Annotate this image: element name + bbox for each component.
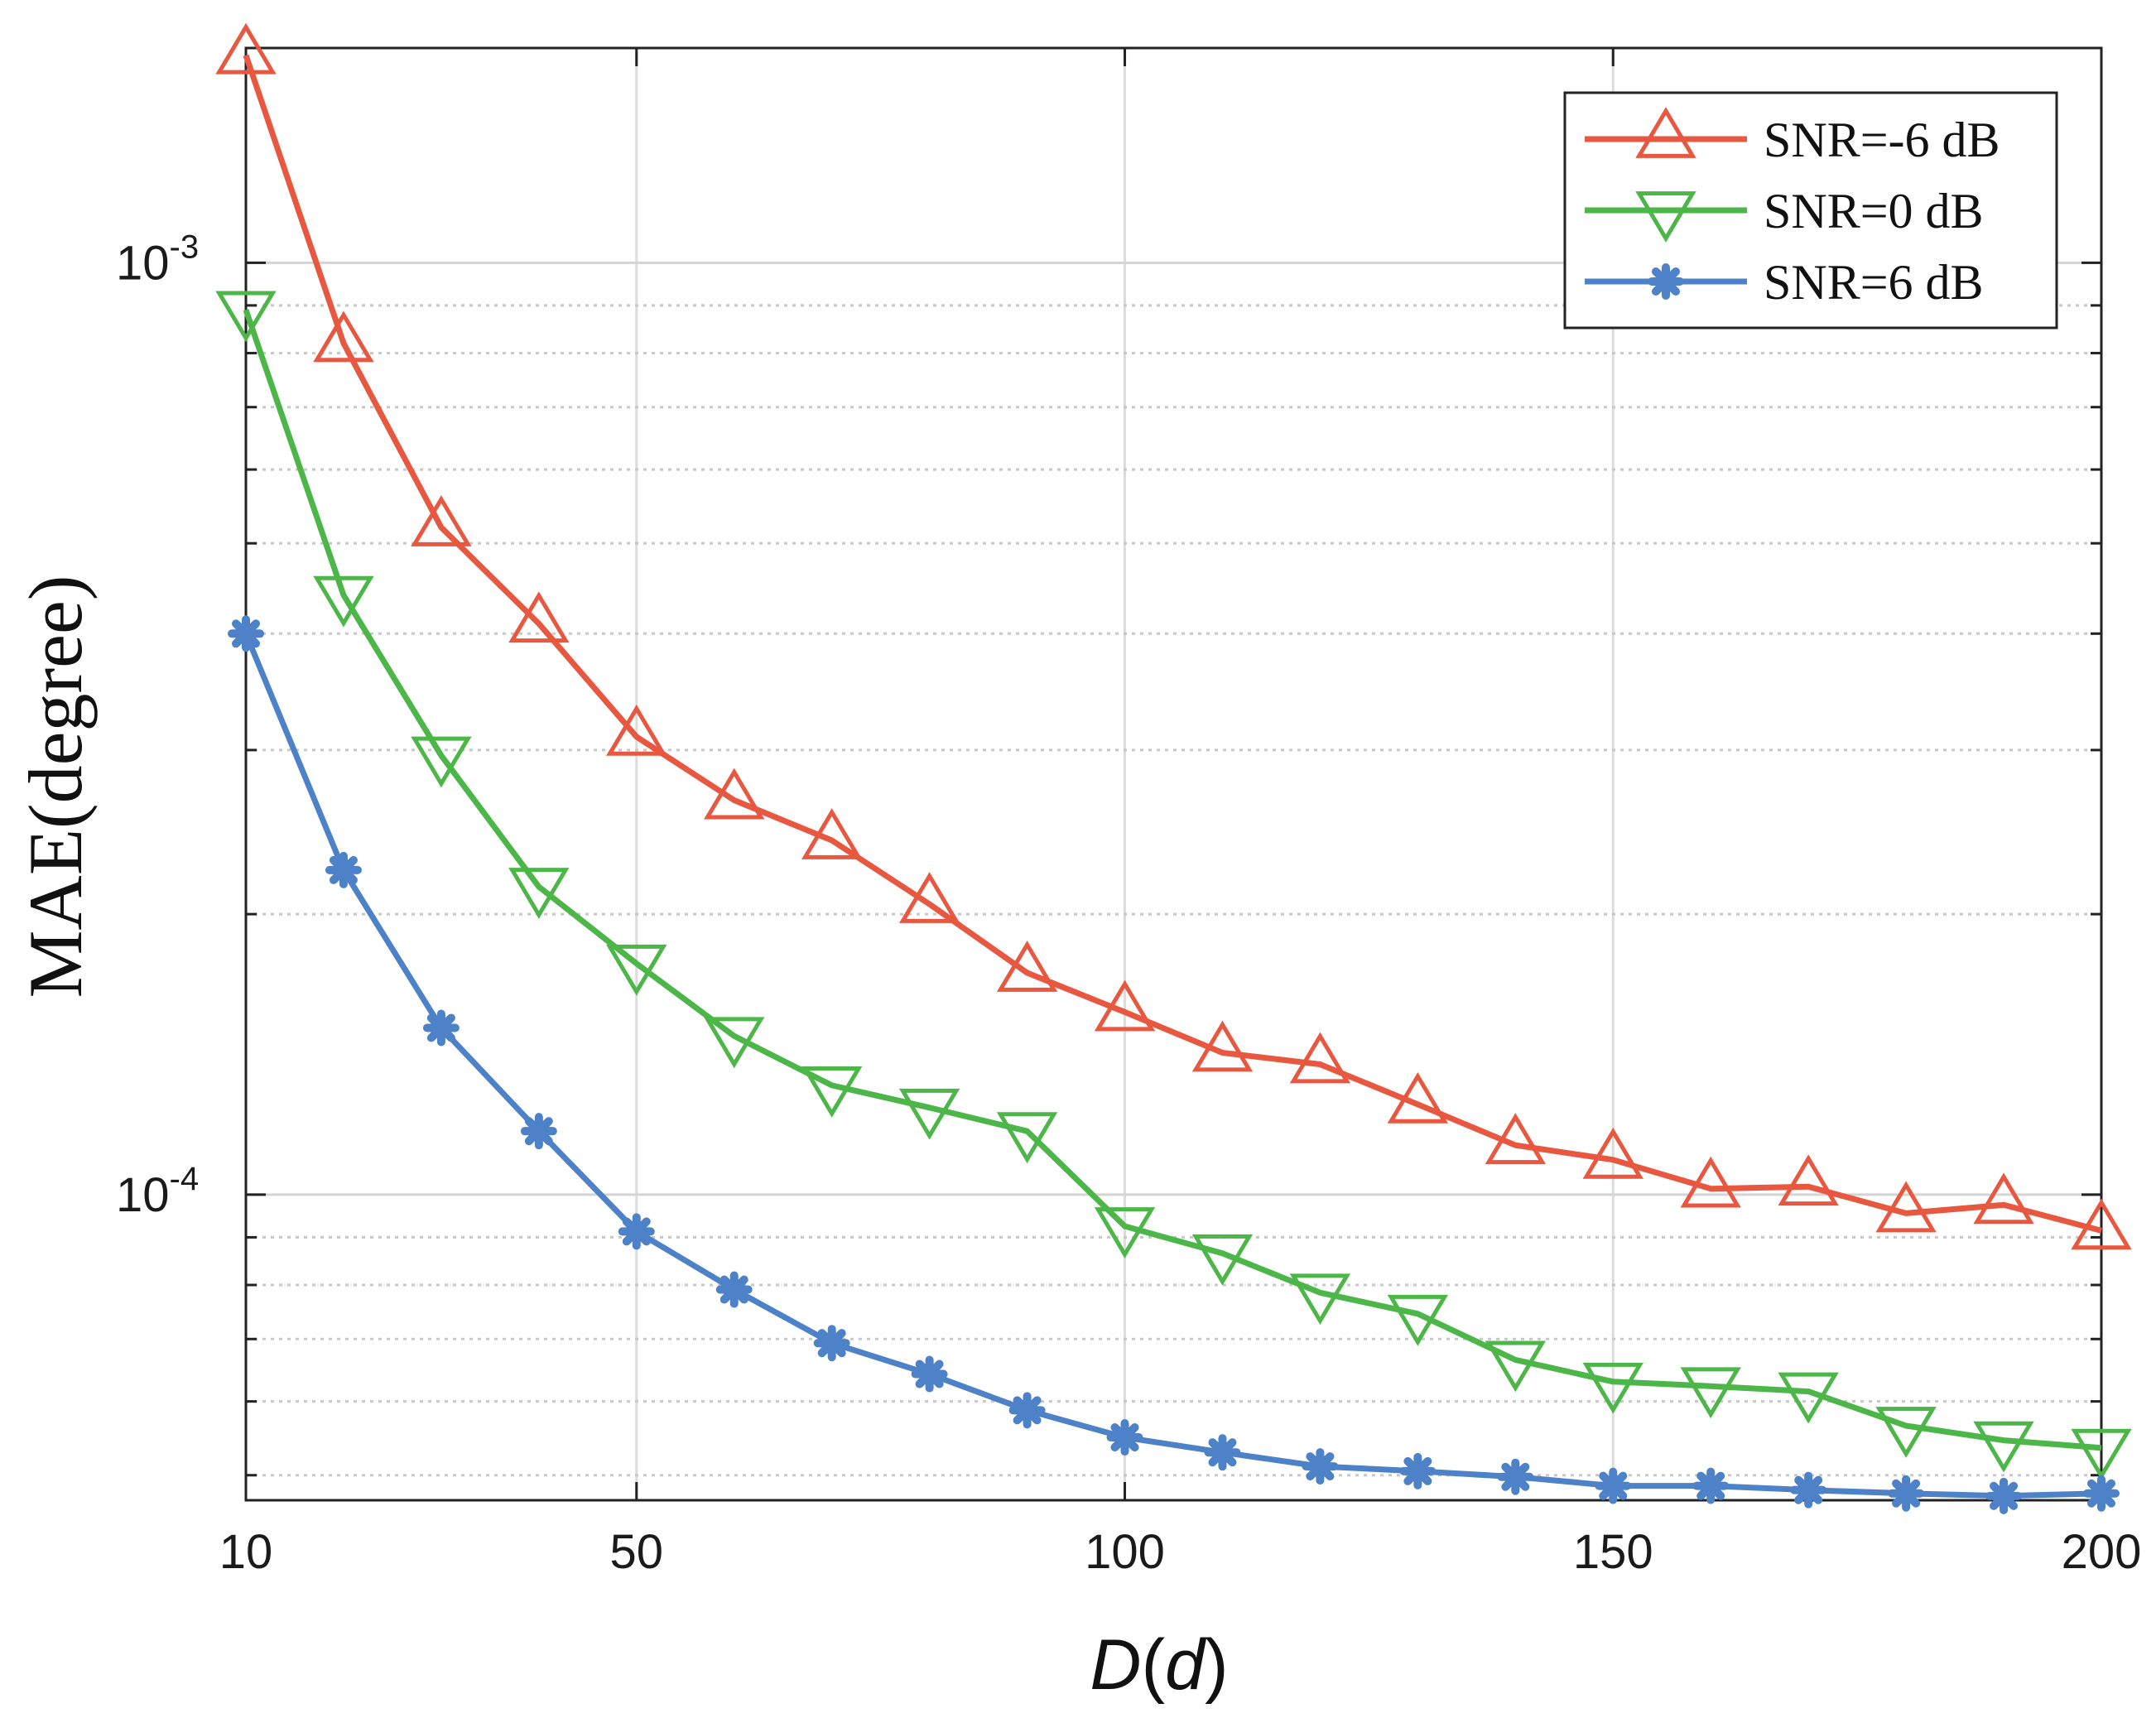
data-point (411, 736, 472, 788)
data-point (1302, 1448, 1339, 1485)
data-point (1094, 1207, 1156, 1258)
plot-area-frame (244, 46, 2103, 1502)
x-axis-label-close-paren: ) (1205, 1625, 1229, 1705)
x-axis-label: D(d) (1090, 1625, 1228, 1705)
data-point (1778, 1372, 1839, 1424)
legend-label: SNR=6 dB (1764, 255, 1984, 310)
y-tick-label-exponent: -3 (170, 229, 200, 265)
data-point (618, 1213, 655, 1250)
data-point (2071, 1428, 2132, 1480)
data-point (606, 704, 667, 756)
legend-label: SNR=-6 dB (1764, 113, 2000, 167)
legend: SNR=-6 dB SNR=0 dB SNR=6 dB (1563, 91, 2058, 330)
series-layer (215, 22, 2132, 1514)
data-point (996, 941, 1058, 992)
data-point (1289, 1273, 1351, 1326)
data-point (898, 1088, 960, 1140)
data-point (1485, 1113, 1547, 1165)
data-point (520, 1113, 557, 1150)
x-tick-label: 100 (1085, 1525, 1165, 1579)
legend-marker (1648, 263, 1684, 300)
series-snr-6-db (228, 615, 2120, 1514)
x-tick-label: 200 (2062, 1525, 2142, 1579)
data-point (1191, 1020, 1254, 1072)
y-tick-label: 10-4 (116, 1161, 199, 1222)
data-point (1289, 1032, 1351, 1084)
y-tick-label: 10-3 (116, 229, 199, 290)
data-point (1387, 1294, 1449, 1346)
data-point (325, 851, 362, 888)
data-point (1973, 1172, 2034, 1225)
x-axis-label-main: D (1090, 1625, 1141, 1705)
data-point (508, 591, 570, 643)
series-snr-0-db (215, 291, 2132, 1480)
data-point (1094, 979, 1156, 1032)
data-point (422, 1009, 460, 1047)
data-point (606, 944, 667, 996)
data-point (1778, 1154, 1839, 1206)
y-axis-label: MAE(degree) (13, 575, 98, 999)
data-point (1008, 1392, 1046, 1429)
data-point (1680, 1367, 1741, 1419)
data-point (1973, 1421, 2034, 1473)
y-tick-label-exponent: -4 (170, 1161, 200, 1197)
data-point (1204, 1434, 1241, 1471)
x-axis-label-open-paren: ( (1141, 1625, 1165, 1705)
data-point (1692, 1467, 1730, 1504)
data-point (2071, 1198, 2132, 1250)
data-point (1595, 1467, 1632, 1504)
x-tick-label: 150 (1573, 1525, 1653, 1579)
data-point (1485, 1340, 1547, 1393)
data-point (704, 768, 765, 820)
data-point (1680, 1156, 1741, 1208)
data-point (1875, 1181, 1937, 1233)
data-point (715, 1271, 753, 1308)
data-point (1399, 1452, 1437, 1489)
data-point (313, 310, 374, 363)
data-point (996, 1112, 1058, 1164)
data-point (215, 22, 277, 75)
data-point (1888, 1475, 1925, 1512)
data-point (313, 575, 374, 628)
data-point (1106, 1419, 1143, 1456)
data-point (508, 868, 570, 919)
legend-label: SNR=0 dB (1764, 184, 1984, 238)
x-tick-label: 10 (219, 1525, 273, 1579)
x-axis-label-var: d (1165, 1625, 1207, 1705)
data-point (228, 615, 264, 652)
x-tick-label: 50 (610, 1525, 664, 1579)
legend-marker (1635, 107, 1696, 158)
data-point (1985, 1477, 2023, 1514)
data-point (898, 872, 960, 923)
y-tick-label-base: 10 (116, 236, 170, 290)
data-point (801, 808, 863, 859)
y-tick-label-base: 10 (116, 1168, 170, 1222)
data-point (215, 291, 277, 343)
data-point (2083, 1475, 2120, 1512)
legend-marker (1635, 191, 1696, 243)
data-point (1497, 1458, 1534, 1495)
series-snr-6-db (215, 22, 2132, 1250)
data-point (801, 1066, 863, 1118)
data-point (1790, 1471, 1827, 1509)
data-point (1582, 1127, 1643, 1179)
data-point (911, 1355, 948, 1393)
data-point (1582, 1362, 1643, 1414)
data-point (704, 1017, 765, 1069)
data-point (1387, 1071, 1449, 1124)
data-point (813, 1325, 850, 1362)
data-point (1191, 1234, 1254, 1286)
data-point (411, 495, 472, 546)
data-point (1875, 1407, 1937, 1458)
